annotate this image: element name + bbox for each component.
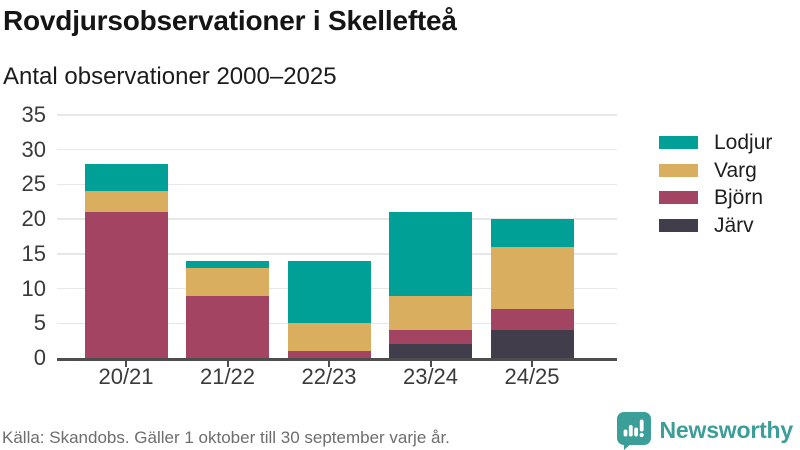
legend-item-lodjur: Lodjur — [659, 130, 772, 155]
bar-segment-varg-22-23 — [287, 323, 371, 352]
brand-name: Newsworthy — [659, 417, 794, 443]
y-tick-label: 10 — [21, 275, 46, 301]
legend-swatch — [659, 191, 698, 204]
y-tick-label: 25 — [21, 171, 46, 197]
x-tick — [226, 360, 229, 367]
chart-subtitle: Antal observationer 2000–2025 — [3, 63, 337, 90]
gridline — [57, 218, 617, 220]
bar-segment-björn-21-22 — [186, 295, 269, 358]
legend-swatch — [659, 163, 698, 177]
y-tick-label: 5 — [33, 310, 46, 336]
legend-label: Järv — [714, 213, 754, 237]
y-tick-label: 20 — [21, 206, 46, 232]
x-axis-line — [57, 358, 617, 361]
y-tick-label: 30 — [21, 136, 46, 162]
y-tick-label: 0 — [33, 345, 46, 370]
bar-segment-lodjur-21-22 — [186, 260, 269, 268]
plot-area — [57, 114, 617, 358]
x-tick-label: 24/25 — [504, 364, 560, 389]
brand-logo: Newsworthy — [616, 412, 794, 450]
y-tick-label: 15 — [21, 240, 46, 266]
bar-segment-järv-24-25 — [490, 330, 574, 358]
bar-segment-järv-23-24 — [389, 344, 472, 358]
gridline — [57, 114, 617, 116]
legend-label: Björn — [714, 186, 764, 209]
bar-segment-björn-20-21 — [84, 212, 168, 358]
x-tick — [328, 360, 330, 367]
x-tick-label: 23/24 — [402, 364, 459, 389]
bar-segment-lodjur-20-21 — [84, 163, 168, 192]
bar-segment-lodjur-23-24 — [389, 212, 472, 296]
bar-segment-varg-20-21 — [84, 191, 168, 213]
x-tick — [429, 360, 432, 367]
chart-title: Rovdjursobservationer i Skellefteå — [3, 5, 457, 36]
x-tick-label: 21/22 — [199, 364, 256, 389]
gridline — [57, 253, 617, 255]
source-note: Källa: Skandobs. Gäller 1 oktober till 3… — [2, 428, 450, 447]
x-tick — [531, 360, 533, 367]
legend: Lodjur Varg Björn Järv — [659, 130, 772, 238]
x-tick — [125, 360, 127, 367]
legend-item-varg: Varg — [659, 158, 772, 183]
bar-segment-varg-24-25 — [490, 246, 574, 310]
legend-swatch — [659, 136, 698, 149]
legend-swatch — [659, 218, 698, 232]
legend-label: Varg — [714, 158, 757, 182]
bar-segment-björn-24-25 — [490, 309, 574, 331]
legend-item-järv: Järv — [659, 213, 772, 238]
bar-segment-lodjur-22-23 — [287, 260, 371, 324]
gridline — [57, 148, 617, 151]
bar-segment-lodjur-24-25 — [490, 219, 574, 247]
legend-item-björn: Björn — [659, 185, 772, 210]
x-tick-label: 22/23 — [301, 364, 357, 389]
bar-segment-varg-23-24 — [389, 295, 472, 331]
legend-label: Lodjur — [714, 131, 773, 154]
bar-segment-björn-22-23 — [287, 351, 371, 358]
gridline — [57, 183, 617, 186]
y-tick-label: 35 — [21, 102, 46, 127]
bar-chart-speech-bubble-icon — [616, 412, 651, 450]
x-tick-label: 20/21 — [98, 364, 154, 389]
bar-segment-varg-21-22 — [186, 267, 269, 296]
bar-segment-björn-23-24 — [389, 330, 472, 345]
